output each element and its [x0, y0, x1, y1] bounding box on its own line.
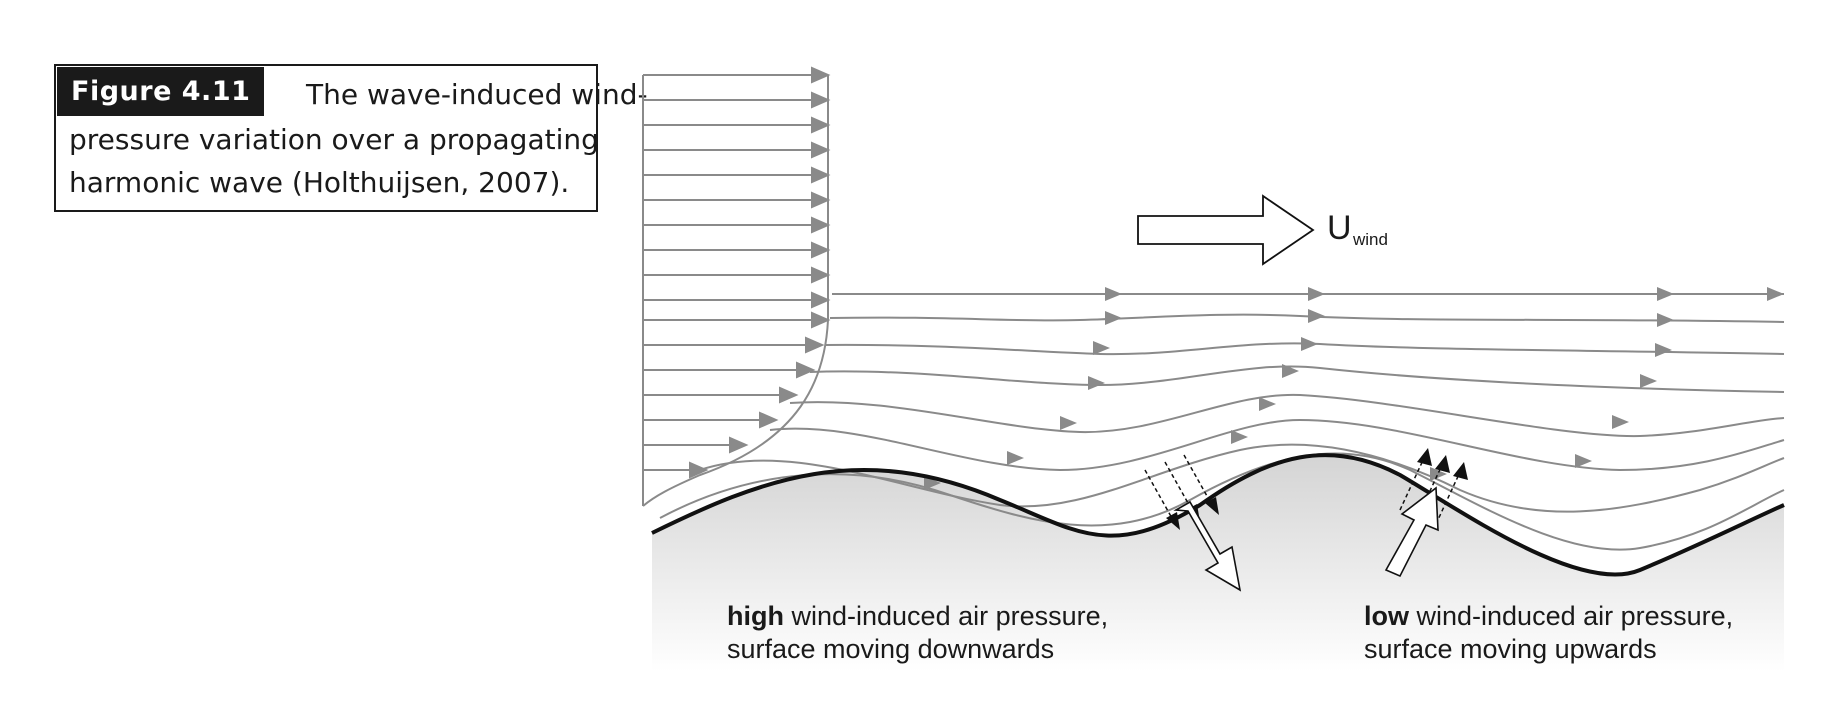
- streamlines: [659, 293, 1785, 551]
- wind-profile: [643, 66, 831, 479]
- figure-label: Figure 4.11: [57, 67, 265, 116]
- profile-envelope: [642, 75, 829, 507]
- high-pressure-line2: surface moving downwards: [727, 634, 1054, 664]
- wave-surface: [651, 453, 1785, 577]
- streamline-arrowheads: [924, 287, 1784, 490]
- high-pressure-label: high wind-induced air pressure,: [727, 601, 1108, 631]
- low-pressure-line2: surface moving upwards: [1364, 634, 1657, 664]
- wind-symbol: U: [1327, 209, 1352, 247]
- downward-pressure-arrows: [1144, 454, 1242, 592]
- caption-line-2: pressure variation over a propagating: [69, 123, 599, 156]
- wind-subscript: wind: [1352, 230, 1388, 249]
- upward-pressure-arrows: [1384, 448, 1468, 578]
- low-pressure-label: low wind-induced air pressure,: [1364, 601, 1733, 631]
- surface-up-arrow: [1384, 486, 1439, 578]
- figure-caption: Figure 4.11 The wave-induced wind- press…: [54, 64, 648, 212]
- surface-down-arrow: [1173, 500, 1242, 592]
- caption-line-3: harmonic wave (Holthuijsen, 2007).: [69, 166, 570, 199]
- caption-line-1: The wave-induced wind-: [306, 78, 648, 111]
- wind-direction-arrow: [1137, 194, 1315, 266]
